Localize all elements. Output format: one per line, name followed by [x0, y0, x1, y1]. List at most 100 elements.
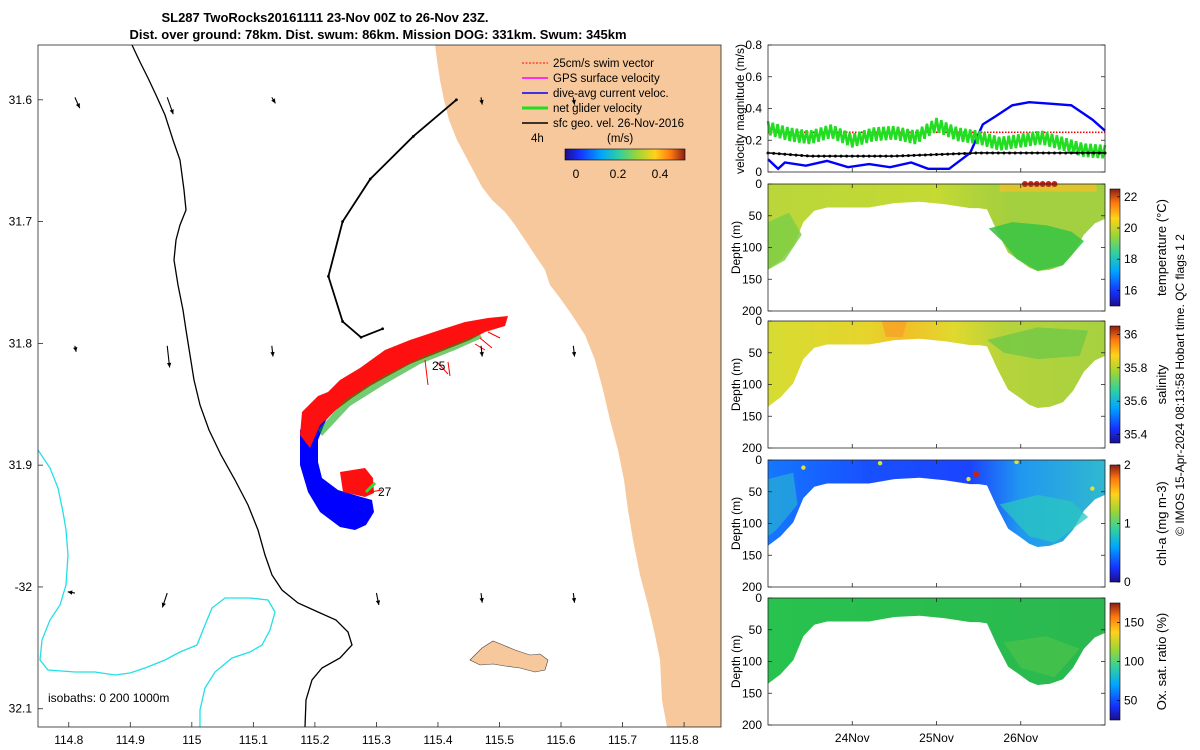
section-colorbar — [1109, 325, 1121, 444]
section-depth-tick-label: 0 — [755, 453, 762, 467]
land-mass — [435, 45, 721, 727]
track-point — [411, 134, 415, 138]
velocity-y-tick-label: 0.4 — [745, 102, 762, 116]
section-colorbar-tick-label: 0 — [1124, 575, 1131, 589]
glider-track — [327, 98, 458, 339]
section-ylabel: Depth (m) — [729, 635, 743, 688]
map-lon-tick-label: 115.5 — [485, 733, 514, 747]
section-colorbar-tick-label: 1 — [1124, 517, 1131, 531]
net-glider-velocity-marker — [364, 481, 377, 494]
velocity-geostrophic-marker — [805, 154, 809, 158]
velocity-geostrophic-marker — [878, 154, 882, 158]
velocity-geostrophic-marker — [856, 154, 860, 158]
velocity-arrow — [271, 97, 276, 104]
velocity-geostrophic-marker — [1052, 151, 1056, 155]
section-depth-tick-label: 150 — [742, 548, 762, 562]
section-chl-marker — [1090, 486, 1095, 491]
section-high-salinity — [881, 321, 908, 337]
section-colorbar-tick-label: 35.8 — [1124, 361, 1148, 375]
velocity-ylabel: velocity magnitude (m/s) — [733, 44, 747, 174]
velocity-geostrophic-marker — [800, 153, 804, 157]
velocity-geostrophic-marker — [1024, 151, 1028, 155]
section-colorbar-tick-label: 35.6 — [1124, 394, 1148, 408]
velocity-arrow — [74, 97, 81, 109]
velocity-geostrophic-marker — [957, 152, 961, 156]
velocity-geostrophic-marker — [963, 151, 967, 155]
time-axis-label: 25Nov — [919, 731, 954, 745]
section-colorbar-label: salinity — [1154, 364, 1169, 404]
legend-label-net-glider-velocity: net glider velocity — [553, 103, 642, 115]
section-depth-tick-label: 200 — [742, 580, 762, 594]
velocity-geostrophic-marker — [1013, 151, 1017, 155]
velocity-plot-area — [768, 45, 1105, 172]
map-lat-tick-label: 31.9 — [9, 458, 33, 472]
velocity-geostrophic-marker — [873, 154, 877, 158]
velocity-geostrophic-marker — [861, 154, 865, 158]
track-point — [327, 274, 330, 278]
section-depth-tick-label: 0 — [755, 177, 762, 191]
section-depth-tick-label: 150 — [742, 272, 762, 286]
section-colorbar-tick-label: 18 — [1124, 252, 1138, 266]
section-low-salinity — [987, 327, 1089, 360]
map-colorbar-tick-0: 0 — [573, 167, 580, 181]
legend-label-gps-velocity: GPS surface velocity — [553, 73, 660, 85]
section-depth-tick-label: 0 — [755, 314, 762, 328]
section-colorbar-tick-label: 35.4 — [1124, 428, 1148, 442]
velocity-geostrophic-marker — [1069, 151, 1073, 155]
velocity-arrow — [73, 345, 78, 352]
section-colorbar-tick-label: 150 — [1124, 616, 1144, 630]
velocity-geostrophic-marker — [828, 154, 832, 158]
section-depth-tick-label: 0 — [755, 591, 762, 605]
velocity-geostrophic-marker — [1092, 151, 1096, 155]
section-ylabel: Depth (m) — [729, 358, 743, 411]
velocity-geostrophic-marker — [1041, 151, 1045, 155]
section-chl-west — [768, 472, 798, 537]
velocity-geostrophic-marker — [772, 151, 776, 155]
map-axes: 114.8 114.9 115 115.1 115.2 115.3 115.4 115.5 11… — [9, 93, 699, 747]
section-colorbar — [1109, 188, 1121, 307]
section-salinity: 0 50 100 150 200 Depth (m) 35.4 35.6 35.8 36 salin… — [729, 314, 1169, 455]
section-depth-tick-label: 200 — [742, 718, 762, 732]
velocity-geostrophic-marker — [1086, 151, 1090, 155]
section-chl-high-marker — [973, 470, 980, 477]
section-depth-tick-label: 50 — [749, 485, 763, 499]
section-depth-tick-label: 100 — [742, 241, 762, 255]
section-chl-max — [999, 494, 1089, 543]
section-colorbar-label: chl-a (mg m-3) — [1154, 481, 1169, 566]
section-colorbar-tick-label: 20 — [1124, 221, 1138, 235]
velocity-series — [766, 100, 1107, 171]
map-colorbar-unit: (m/s) — [607, 133, 633, 145]
velocity-geostrophic-marker — [996, 151, 1000, 155]
velocity-geostrophic-marker — [1030, 151, 1034, 155]
map-colorbar-tick-2: 0.4 — [652, 167, 669, 181]
section-depth-tick-label: 150 — [742, 686, 762, 700]
figure-title-line2: Dist. over ground: 78km. Dist. swum: 86k… — [129, 27, 626, 42]
track-point — [341, 320, 344, 323]
map-colorbar-tick-1: 0.2 — [610, 167, 627, 181]
velocity-geostrophic-marker — [1036, 151, 1040, 155]
map-lat-tick-label: 32.1 — [9, 702, 33, 716]
section-depth-tick-label: 50 — [749, 346, 763, 360]
section-oxy-patch — [1003, 636, 1080, 678]
map-legend: 25cm/s swim vector GPS surface velocity … — [522, 58, 686, 181]
map-lon-tick-label: 115.1 — [239, 733, 268, 747]
velocity-y-tick-label: 0 — [755, 165, 762, 179]
rottnest-island — [469, 640, 549, 673]
section-depth-tick-label: 50 — [749, 209, 763, 223]
map-lon-tick-label: 115.8 — [670, 733, 699, 747]
section-cool-patch — [988, 222, 1084, 271]
velocity-arrow — [166, 97, 174, 115]
velocity-arrow — [161, 592, 168, 608]
track-annotation-25: 25 — [432, 359, 446, 373]
velocity-geostrophic-marker — [1058, 151, 1062, 155]
section-depth-tick-label: 200 — [742, 441, 762, 455]
section-chl-marker — [1014, 459, 1019, 465]
map-lat-tick-label: -32 — [15, 580, 33, 594]
velocity-geostrophic-marker — [951, 152, 955, 156]
map-lon-tick-label: 115.6 — [546, 733, 575, 747]
section-oxygen: 0 50 100 150 200 Depth (m) 50 100 150 Ox. sat. ra… — [729, 591, 1169, 732]
legend-label-geostrophic-velocity: sfc geo. vel. 26-Nov-2016 — [553, 118, 684, 130]
track-point — [455, 98, 458, 102]
velocity-geostrophic-marker — [940, 152, 944, 156]
